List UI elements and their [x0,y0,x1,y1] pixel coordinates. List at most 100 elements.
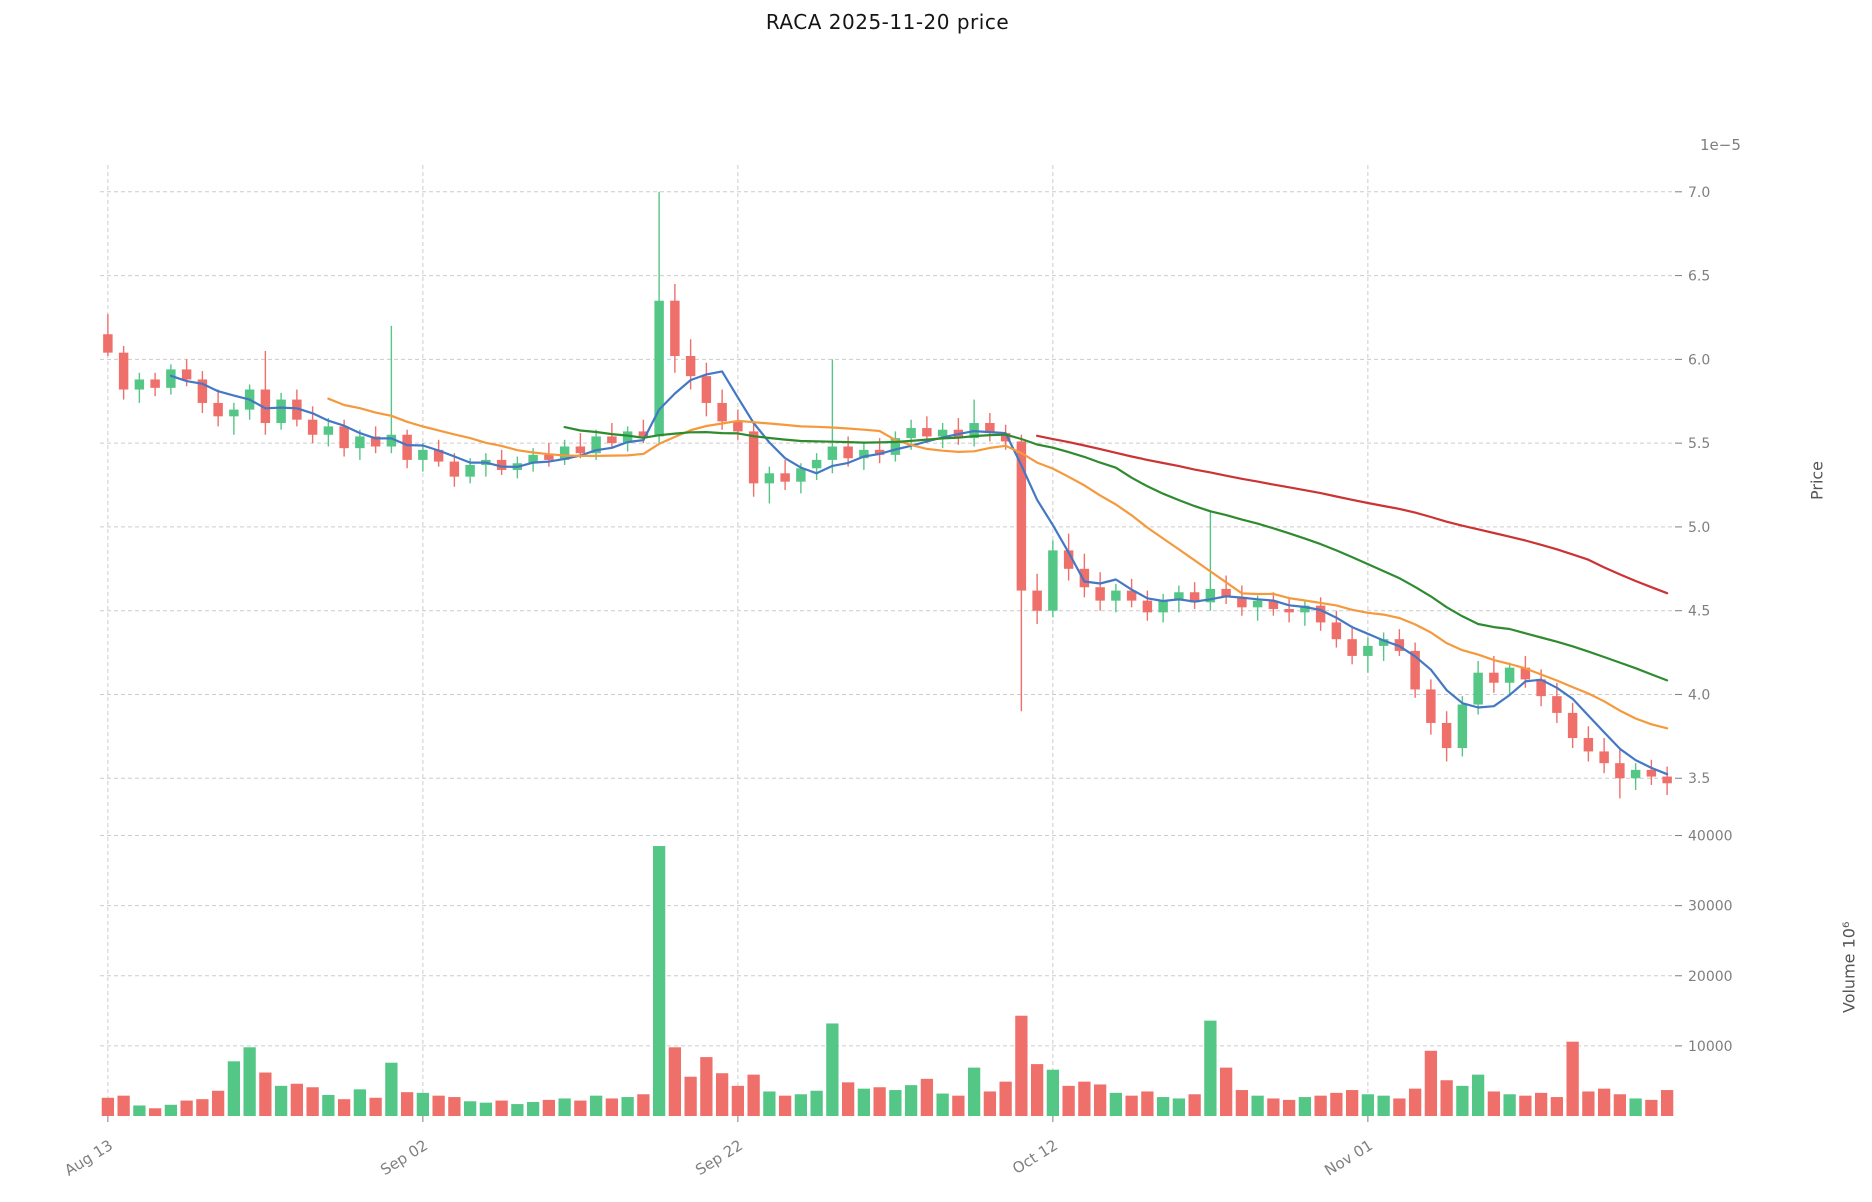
volume-bar [1015,1015,1028,1116]
volume-bar [1330,1092,1343,1116]
volume-bar [495,1100,508,1116]
candle-body [685,356,696,377]
volume-bar [826,1023,839,1116]
volume-bar [605,1098,619,1116]
candle-body [118,352,129,390]
volume-bar [1377,1095,1390,1116]
candle-body [1174,592,1184,601]
candle-body [292,399,302,420]
candle-body [638,431,649,437]
candle-body [1630,769,1641,779]
candle-body [1048,550,1058,611]
candle-body [433,449,444,462]
volume-bar [1440,1080,1453,1116]
volume-bar [1062,1085,1075,1116]
volume-bar [274,1085,288,1116]
candle-body [559,446,570,460]
candle-body [733,421,743,432]
volume-bar [841,1082,855,1116]
price-tick-label: 5.5 [1688,436,1710,452]
volume-bar [1219,1067,1233,1116]
volume-bar [1471,1074,1485,1116]
volume-bar [1660,1090,1674,1116]
candle-body [764,473,775,484]
candle-body [1378,639,1389,646]
price-tick-label: 4.0 [1688,687,1710,703]
volume-bar [1188,1094,1201,1116]
candle-body [922,428,932,437]
volume-bar [668,1047,682,1116]
volume-bar [1314,1095,1327,1116]
volume-bar [1645,1099,1658,1116]
candle-body [496,459,507,470]
candle-body [1489,672,1499,683]
chart-title: RACA 2025-11-20 price [765,10,1010,34]
candle-body [1441,722,1452,749]
volume-bar [1550,1097,1564,1116]
volume-axis-label: Volume 10⁶ [1839,921,1859,1013]
volume-bar [1629,1098,1642,1116]
volume-bar [1345,1090,1359,1116]
volume-bar [117,1095,130,1116]
volume-bar [1519,1095,1532,1116]
volume-bar [778,1095,792,1116]
candle-body [276,399,286,424]
volume-bar [1597,1088,1611,1116]
volume-bar [952,1095,965,1116]
volume-bar [526,1101,540,1116]
gridlines [100,165,1675,1116]
candle-body [717,402,727,422]
price-tick-label: 4.5 [1688,604,1710,620]
candles [103,191,1672,799]
volume-bar [574,1100,587,1116]
volume-bar [1424,1050,1438,1116]
candle-body [670,300,680,357]
candle-body [1662,776,1672,784]
date-tick-label: Sep 22 [692,1136,746,1179]
price-tick-label: 5.0 [1688,520,1710,536]
volume-bar [1204,1020,1217,1116]
candle-body [701,376,712,403]
candle-body [307,419,318,435]
volume-bar [511,1104,524,1116]
candle-body [1536,679,1546,697]
ma-line-ma15 [327,397,1669,730]
volume-bar [463,1101,477,1116]
volume-bar [337,1099,351,1116]
volume-tick-label: 10000 [1688,1039,1733,1055]
volume-bar [1393,1098,1406,1116]
volume-bar [747,1074,760,1116]
candle-body [1331,622,1342,640]
volume-bar [1172,1098,1186,1116]
volume-bar [385,1062,398,1116]
volume-bar [1093,1084,1107,1116]
candle-body [1063,550,1074,569]
candle-body [418,449,428,460]
candle-body [811,459,822,469]
volume-bar [448,1097,461,1116]
volume-bar [889,1090,902,1116]
candle-body [402,434,412,460]
moving-average-lines [169,370,1669,776]
candle-body [843,446,853,459]
candle-body [1000,433,1011,442]
date-tick-label: Oct 12 [1009,1136,1061,1178]
candle-body [1032,590,1042,611]
price-tick-label: 3.5 [1688,771,1710,787]
candle-body [323,426,334,435]
volume-bar [1282,1099,1296,1116]
candle-body [544,454,554,460]
candle-body [1189,592,1200,603]
volume-bar [369,1097,382,1116]
volume-bar [196,1099,209,1116]
volume-bar [243,1047,256,1116]
volume-bar [227,1061,241,1116]
candle-body [937,429,948,437]
candle-body [1615,763,1625,779]
volume-tick-label: 30000 [1688,899,1733,915]
candle-body [1347,639,1357,656]
volume-bar [1456,1085,1469,1116]
price-tick-label: 7.0 [1688,185,1710,201]
candle-body [890,438,901,455]
candle-body [1504,667,1515,683]
